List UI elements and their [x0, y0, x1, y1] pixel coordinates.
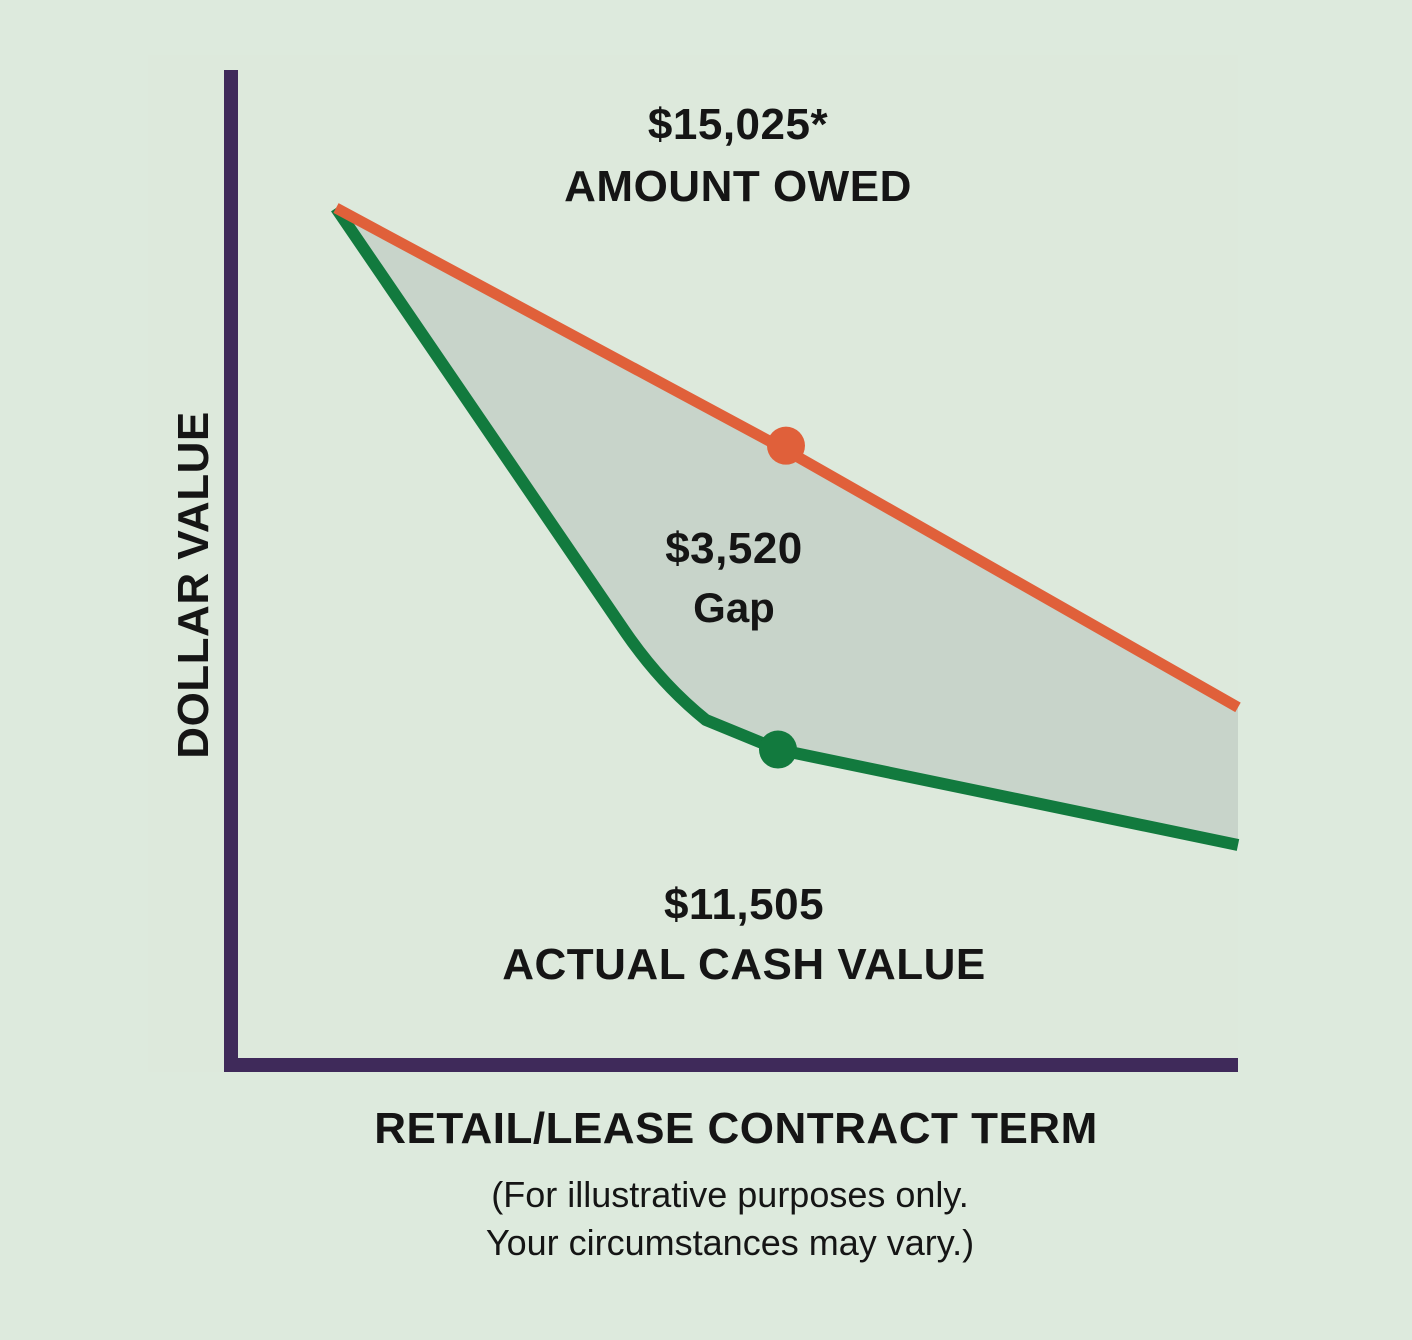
actual-cash-value-value: $11,505 [663, 880, 825, 929]
gap-label: Gap [693, 584, 775, 631]
disclaimer-line-1: (For illustrative purposes only. [491, 1174, 969, 1215]
x-axis-label: RETAIL/LEASE CONTRACT TERM [374, 1104, 1098, 1153]
amount-owed-marker [766, 426, 805, 465]
amount-owed-label: AMOUNT OWED [564, 162, 912, 211]
disclaimer-line-2: Your circumstances may vary.) [485, 1222, 975, 1263]
amount-owed-value: $15,025* [647, 100, 829, 149]
actual-cash-value-line [331, 204, 1240, 851]
gap-value: $3,520 [665, 524, 803, 573]
actual-cash-value-label: ACTUAL CASH VALUE [502, 940, 986, 989]
y-axis-label: DOLLAR VALUE [169, 411, 218, 759]
gap-shaded-area [336, 208, 1238, 845]
actual-cash-value-marker [758, 730, 797, 769]
